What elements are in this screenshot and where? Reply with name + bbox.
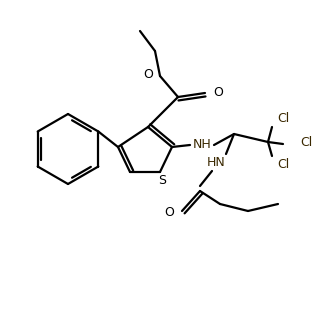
Text: NH: NH: [193, 137, 212, 151]
Text: Cl: Cl: [277, 159, 289, 172]
Text: O: O: [143, 68, 153, 80]
Text: Cl: Cl: [277, 112, 289, 124]
Text: O: O: [164, 205, 174, 219]
Text: HN: HN: [207, 155, 225, 168]
Text: S: S: [158, 174, 166, 188]
Text: O: O: [213, 85, 223, 99]
Text: Cl: Cl: [300, 137, 312, 150]
